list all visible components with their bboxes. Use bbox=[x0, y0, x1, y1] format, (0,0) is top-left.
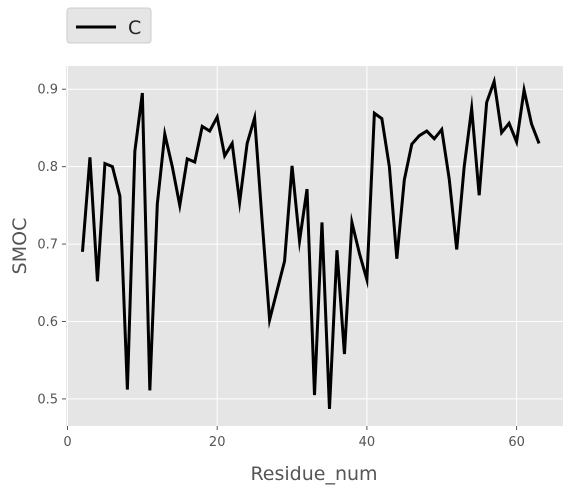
x-axis-label: Residue_num bbox=[250, 463, 377, 485]
x-tick-label: 0 bbox=[63, 435, 71, 450]
series-line-c bbox=[80, 75, 541, 410]
legend-label-c: C bbox=[128, 17, 141, 39]
y-tick-label: 0.7 bbox=[37, 238, 58, 253]
y-tick-label: 0.6 bbox=[37, 315, 58, 330]
y-tick-label: 0.9 bbox=[37, 83, 58, 98]
y-axis-label: SMOC bbox=[9, 218, 31, 275]
y-tick-label: 0.5 bbox=[37, 392, 58, 407]
x-tick-label: 60 bbox=[508, 435, 525, 450]
axis-ticks: 0 20 40 60 0.5 0.6 0.7 0.8 0.9 bbox=[37, 83, 525, 450]
legend: C bbox=[66, 7, 152, 44]
y-tick-label: 0.8 bbox=[37, 160, 58, 175]
x-tick-label: 20 bbox=[209, 435, 226, 450]
gridlines bbox=[66, 66, 563, 426]
series-group bbox=[80, 75, 541, 410]
x-tick-label: 40 bbox=[359, 435, 376, 450]
